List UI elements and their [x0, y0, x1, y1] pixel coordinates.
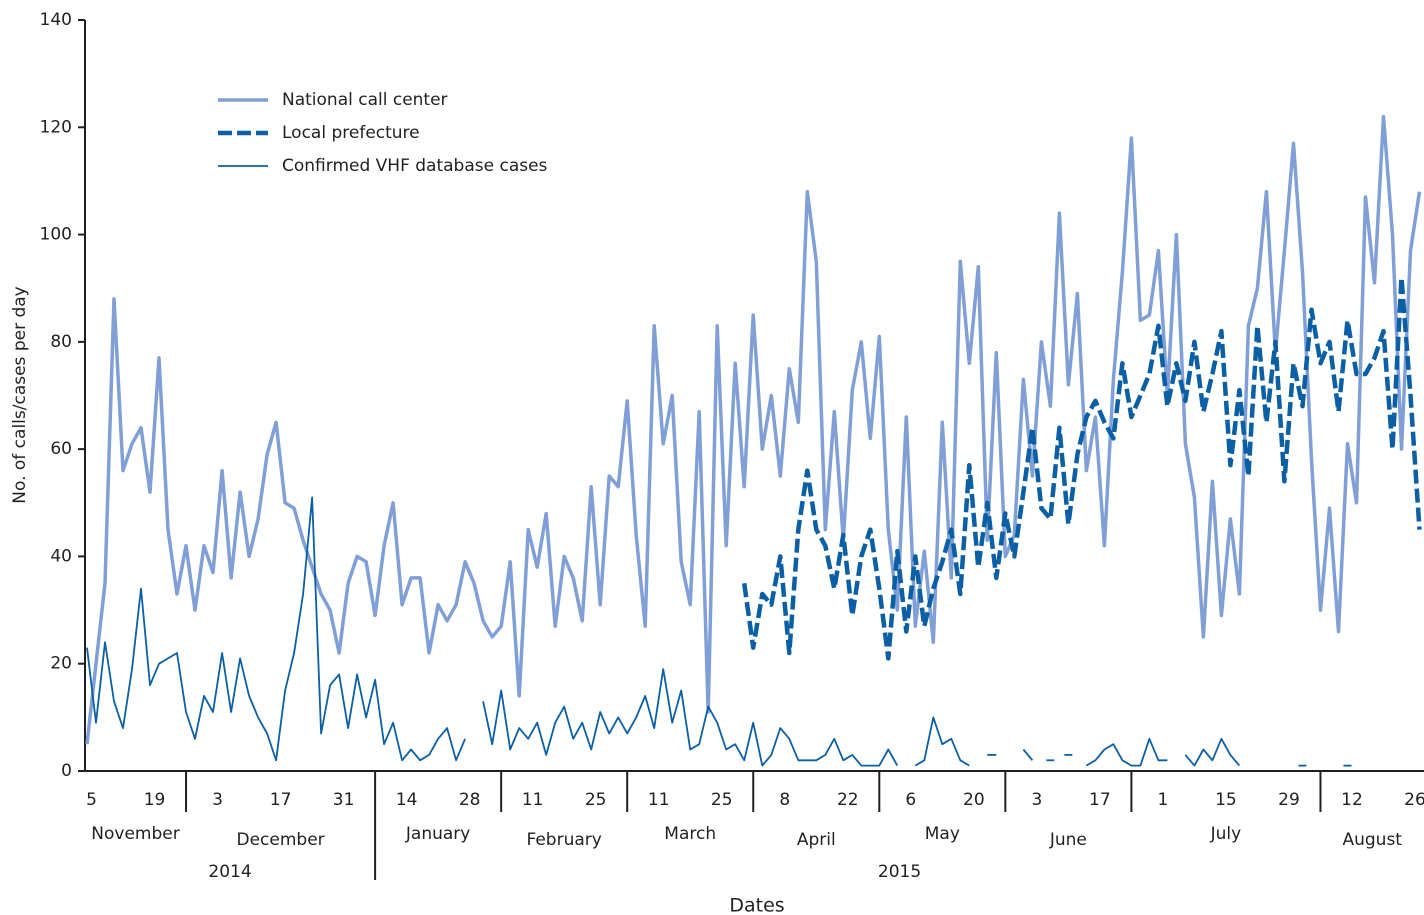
x-tick-label: 14	[396, 790, 418, 810]
x-tick-label: 8	[779, 790, 790, 810]
month-label: June	[1049, 830, 1087, 850]
x-tick-label: 3	[212, 790, 223, 810]
legend-label: Local prefecture	[282, 123, 420, 143]
series-line	[482, 668, 899, 767]
y-tick-label: 100	[40, 225, 72, 245]
year-label: 2015	[878, 862, 921, 882]
x-tick-label: 26	[1404, 790, 1424, 810]
x-tick-label: 11	[648, 790, 670, 810]
x-tick-label: 25	[585, 790, 607, 810]
y-tick-label: 20	[50, 654, 72, 674]
y-tick-label: 0	[61, 761, 72, 781]
y-tick-label: 40	[50, 546, 72, 566]
x-tick-label: 22	[837, 790, 859, 810]
x-tick-label: 25	[711, 790, 733, 810]
series-line	[1085, 737, 1168, 767]
y-axis-title: No. of calls/cases per day	[10, 286, 30, 503]
series-line	[741, 275, 1422, 661]
y-tick-label: 60	[50, 439, 72, 459]
legend-label: National call center	[282, 90, 448, 110]
x-tick-label: 6	[905, 790, 916, 810]
x-tick-label: 28	[459, 790, 481, 810]
y-tick-label: 120	[40, 117, 72, 137]
x-tick-label: 20	[963, 790, 985, 810]
x-tick-label: 17	[1089, 790, 1111, 810]
month-label: July	[1210, 824, 1242, 844]
month-label: May	[925, 824, 960, 844]
x-tick-label: 1	[1157, 790, 1168, 810]
month-label: December	[236, 830, 324, 850]
series-line	[1184, 737, 1241, 767]
series-line	[85, 114, 1422, 745]
year-label: 2014	[208, 862, 251, 882]
x-axis-title: Dates	[729, 895, 784, 915]
month-label: August	[1342, 830, 1402, 850]
month-label: November	[91, 824, 179, 844]
legend-label: Confirmed VHF database cases	[282, 156, 548, 176]
x-tick-label: 19	[144, 790, 166, 810]
x-tick-label: 31	[333, 790, 355, 810]
x-tick-label: 17	[270, 790, 292, 810]
x-tick-label: 3	[1031, 790, 1042, 810]
x-tick-label: 11	[522, 790, 544, 810]
month-label: March	[664, 824, 716, 844]
month-label: January	[405, 824, 470, 844]
month-label: February	[527, 830, 602, 850]
month-label: April	[797, 830, 836, 850]
series-line	[1022, 748, 1034, 761]
x-tick-label: 5	[86, 790, 97, 810]
x-tick-label: 15	[1215, 790, 1237, 810]
series-line	[914, 716, 970, 767]
y-tick-label: 140	[40, 10, 72, 30]
series-line	[86, 496, 466, 762]
y-tick-label: 80	[50, 332, 72, 352]
x-tick-label: 12	[1341, 790, 1363, 810]
x-tick-label: 29	[1278, 790, 1300, 810]
